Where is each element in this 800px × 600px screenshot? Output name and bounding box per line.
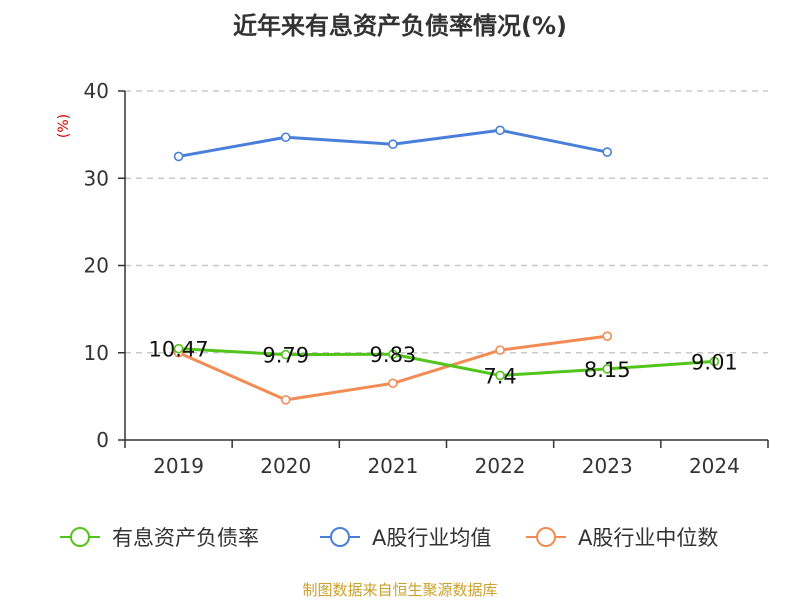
series-line [178,347,715,377]
y-tick-label: 0 [96,428,109,452]
legend-label: 有息资产负债率 [112,526,259,550]
data-point [602,364,613,374]
data-point [495,345,505,355]
y-axis-label: (%) [56,114,72,138]
data-point [173,151,184,162]
data-point [280,395,291,405]
data-point [280,132,291,143]
data-point [709,356,720,367]
chart-title: 近年来有息资产负债率情况(%) [233,12,567,40]
y-tick-label: 20 [84,254,109,278]
data-label: 9.01 [691,350,738,374]
data-label: 9.83 [370,343,417,367]
data-point [388,139,398,150]
x-tick-label: 2019 [153,454,204,478]
x-tick-label: 2023 [582,454,633,478]
data-point [173,343,184,354]
legend-label: A股行业均值 [372,526,491,550]
y-tick-label: 30 [84,166,109,190]
data-point [602,147,613,157]
legend-marker [330,527,350,547]
data-point [495,125,505,136]
legend-marker [536,527,556,547]
data-point [388,378,398,389]
data-point [495,370,505,381]
data-point [388,349,398,360]
data-point [602,331,613,341]
source-footer: 制图数据来自恒生聚源数据库 [302,581,498,599]
data-label: 9.79 [262,344,309,368]
data-label: 10.47 [149,338,209,362]
y-tick-label: 40 [84,79,109,103]
x-tick-label: 2020 [260,454,311,478]
x-tick-label: 2024 [689,454,740,478]
legend-marker [70,527,90,547]
data-label: 8.15 [584,358,631,382]
y-tick-label: 10 [84,341,109,365]
x-tick-label: 2021 [367,454,418,478]
data-label: 7.4 [483,364,516,388]
legend-label: A股行业中位数 [578,526,718,550]
data-point [280,349,291,360]
x-tick-label: 2022 [475,454,526,478]
